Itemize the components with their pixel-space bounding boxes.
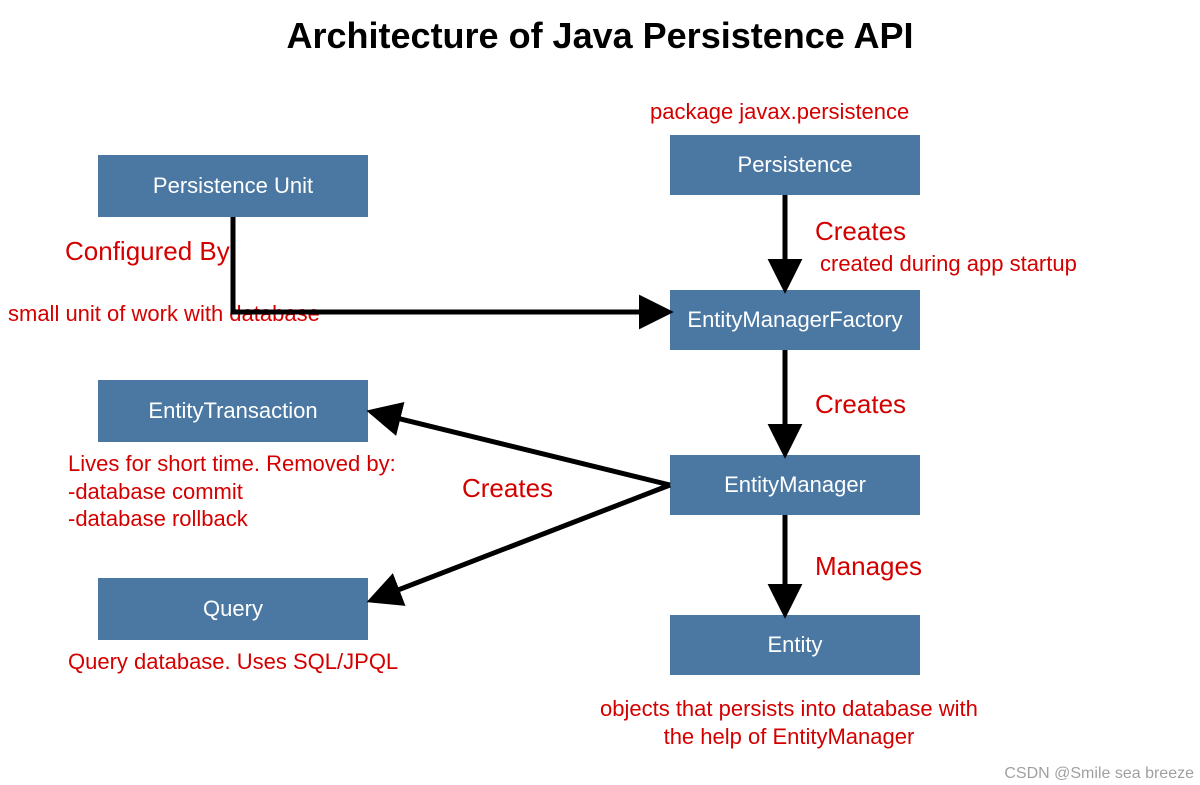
annot-small-unit: small unit of work with database [8, 300, 320, 328]
node-persistence-unit: Persistence Unit [98, 155, 368, 217]
annot-query-desc: Query database. Uses SQL/JPQL [68, 648, 398, 676]
annot-entity-desc: objects that persists into database with… [600, 695, 978, 750]
diagram-title: Architecture of Java Persistence API [0, 15, 1200, 57]
annot-package: package javax.persistence [650, 98, 909, 126]
node-entity-transaction: EntityTransaction [98, 380, 368, 442]
annot-creates-1: Creates [815, 215, 906, 248]
node-entity-manager-factory: EntityManagerFactory [670, 290, 920, 350]
watermark: CSDN @Smile sea breeze [1004, 765, 1194, 783]
annot-creates-2: Creates [815, 388, 906, 421]
node-persistence: Persistence [670, 135, 920, 195]
annot-configured-by: Configured By [65, 235, 230, 268]
annot-creates-center: Creates [462, 472, 553, 505]
node-query: Query [98, 578, 368, 640]
node-entity-manager: EntityManager [670, 455, 920, 515]
annot-manages: Manages [815, 550, 922, 583]
node-entity: Entity [670, 615, 920, 675]
annot-creates-1-sub: created during app startup [820, 250, 1077, 278]
annot-et-desc: Lives for short time. Removed by: -datab… [68, 450, 396, 533]
